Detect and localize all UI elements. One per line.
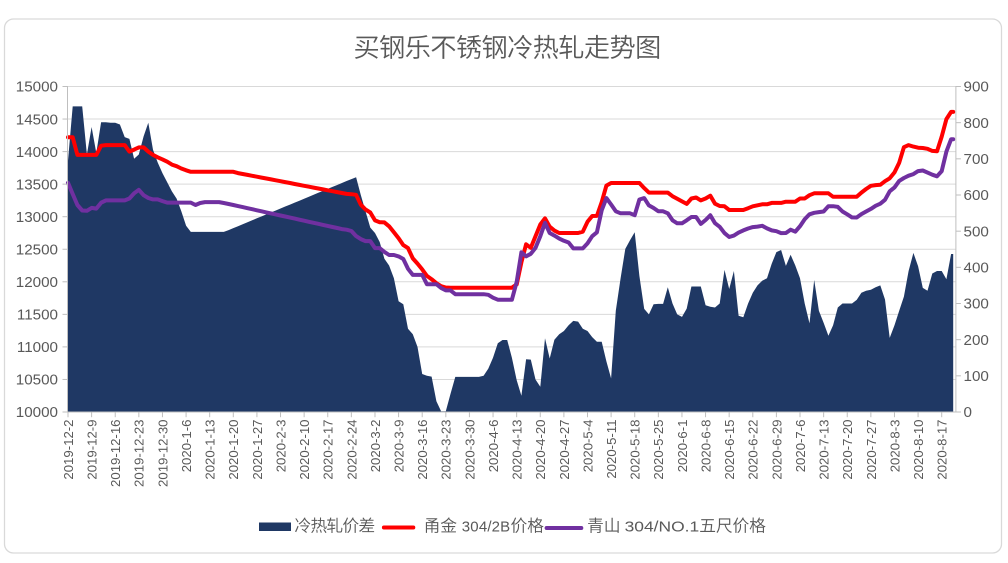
svg-text:13000: 13000 [16, 209, 58, 226]
svg-text:2019-12-9: 2019-12-9 [85, 420, 100, 480]
svg-text:100: 100 [964, 368, 989, 385]
svg-text:2020-6-29: 2020-6-29 [769, 420, 784, 480]
svg-text:2020-5-25: 2020-5-25 [651, 420, 666, 480]
svg-text:14000: 14000 [16, 144, 58, 161]
svg-text:300: 300 [964, 296, 989, 313]
svg-text:2020-2-10: 2020-2-10 [297, 420, 312, 480]
svg-text:2019-12-16: 2019-12-16 [108, 420, 123, 487]
svg-text:2020-2-24: 2020-2-24 [344, 420, 359, 480]
svg-text:2020-3-30: 2020-3-30 [462, 420, 477, 480]
svg-text:500: 500 [964, 223, 989, 240]
svg-text:304/NO.1: 304/NO.1 [625, 519, 700, 536]
svg-text:2020-6-22: 2020-6-22 [746, 420, 761, 480]
svg-text:2020-4-13: 2020-4-13 [510, 420, 525, 480]
svg-text:2020-1-13: 2020-1-13 [203, 420, 218, 480]
svg-text:800: 800 [964, 115, 989, 132]
svg-text:2020-8-10: 2020-8-10 [911, 420, 926, 480]
svg-text:12500: 12500 [16, 241, 58, 258]
svg-text:10000: 10000 [16, 404, 58, 421]
svg-text:2019-12-2: 2019-12-2 [61, 420, 76, 480]
svg-text:0: 0 [964, 404, 972, 421]
svg-text:13500: 13500 [16, 176, 58, 193]
svg-text:2020-6-1: 2020-6-1 [675, 420, 690, 473]
svg-text:2020-5-18: 2020-5-18 [628, 420, 643, 480]
svg-text:2019-12-30: 2019-12-30 [155, 420, 170, 487]
svg-text:2020-8-17: 2020-8-17 [935, 420, 950, 480]
svg-text:2020-6-8: 2020-6-8 [698, 420, 713, 473]
svg-text:2020-4-27: 2020-4-27 [557, 420, 572, 480]
svg-text:12000: 12000 [16, 274, 58, 291]
svg-text:2020-3-9: 2020-3-9 [391, 420, 406, 473]
svg-text:200: 200 [964, 332, 989, 349]
svg-text:600: 600 [964, 187, 989, 204]
svg-text:2020-2-17: 2020-2-17 [321, 420, 336, 480]
svg-text:2020-7-27: 2020-7-27 [864, 420, 879, 480]
svg-text:2020-7-13: 2020-7-13 [817, 420, 832, 480]
svg-text:2020-7-6: 2020-7-6 [793, 420, 808, 473]
svg-text:400: 400 [964, 260, 989, 277]
svg-text:2020-1-20: 2020-1-20 [226, 420, 241, 480]
svg-text:2020-3-16: 2020-3-16 [415, 420, 430, 480]
svg-text:2020-4-20: 2020-4-20 [533, 420, 548, 480]
svg-text:2020-8-3: 2020-8-3 [887, 420, 902, 473]
svg-text:2020-1-6: 2020-1-6 [179, 420, 194, 473]
svg-text:11000: 11000 [17, 339, 58, 356]
svg-text:2020-3-23: 2020-3-23 [439, 420, 454, 480]
svg-text:700: 700 [964, 151, 989, 168]
svg-text:2019-12-23: 2019-12-23 [132, 420, 147, 487]
svg-text:2020-4-6: 2020-4-6 [486, 420, 501, 473]
svg-text:2020-3-2: 2020-3-2 [368, 420, 383, 473]
svg-text:2020-6-15: 2020-6-15 [722, 420, 737, 480]
svg-text:304/2B: 304/2B [462, 519, 510, 536]
svg-text:900: 900 [964, 79, 989, 96]
svg-text:15000: 15000 [16, 79, 58, 96]
svg-text:14500: 14500 [16, 111, 58, 128]
svg-text:10500: 10500 [16, 372, 58, 389]
svg-text:2020-5-4: 2020-5-4 [580, 420, 595, 473]
svg-text:11500: 11500 [17, 307, 58, 324]
svg-text:2020-1-27: 2020-1-27 [250, 420, 265, 480]
svg-text:2020-7-20: 2020-7-20 [840, 420, 855, 480]
svg-text:2020-5-11: 2020-5-11 [604, 420, 619, 479]
svg-text:2020-2-3: 2020-2-3 [273, 420, 288, 473]
